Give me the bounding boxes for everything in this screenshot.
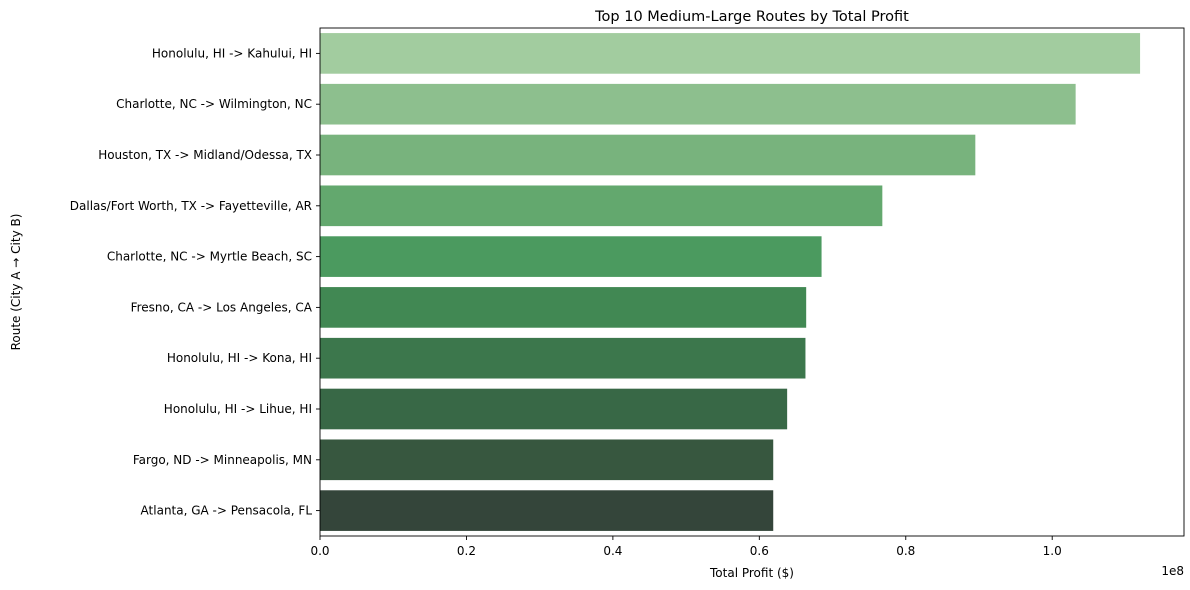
y-tick-label-7: Honolulu, HI -> Kona, HI (167, 351, 312, 365)
x-tick-label-2: 0.2 (457, 544, 476, 558)
bar-7 (320, 337, 806, 379)
bar-2 (320, 83, 1076, 125)
x-tick-label-5: 0.8 (896, 544, 915, 558)
x-tick-label-1: 0.0 (310, 544, 329, 558)
x-axis-label: Total Profit ($) (709, 566, 794, 580)
bar-5 (320, 236, 822, 277)
bar-6 (320, 287, 807, 328)
bar-8 (320, 388, 788, 430)
bar-9 (320, 439, 774, 481)
y-tick-label-4: Dallas/Fort Worth, TX -> Fayetteville, A… (70, 199, 312, 213)
y-tick-label-6: Fresno, CA -> Los Angeles, CA (131, 300, 313, 314)
y-tick-label-10: Atlanta, GA -> Pensacola, FL (141, 504, 313, 518)
bar-1 (320, 33, 1141, 74)
y-tick-label-5: Charlotte, NC -> Myrtle Beach, SC (107, 250, 312, 264)
x-tick-label-4: 0.6 (750, 544, 769, 558)
y-tick-label-2: Charlotte, NC -> Wilmington, NC (116, 97, 312, 111)
bar-3 (320, 134, 976, 176)
y-tick-label-3: Houston, TX -> Midland/Odessa, TX (98, 148, 312, 162)
bar-4 (320, 185, 883, 227)
chart-title: Top 10 Medium-Large Routes by Total Prof… (594, 9, 909, 25)
x-axis: 0.0 0.2 0.4 0.6 0.8 1.0 (310, 536, 1062, 558)
x-axis-offset-label: 1e8 (1161, 564, 1184, 578)
y-axis-label: Route (City A → City B) (9, 214, 23, 351)
bars-layer (320, 33, 1141, 531)
plot-frame (319, 27, 1185, 537)
x-tick-label-6: 1.0 (1043, 544, 1062, 558)
y-tick-label-9: Fargo, ND -> Minneapolis, MN (133, 453, 312, 467)
y-axis: Honolulu, HI -> Kahului, HI Charlotte, NC… (70, 46, 320, 518)
y-tick-label-8: Honolulu, HI -> Lihue, HI (164, 402, 312, 416)
y-tick-label-1: Honolulu, HI -> Kahului, HI (152, 46, 312, 60)
bar-10 (320, 490, 774, 531)
x-tick-label-3: 0.4 (603, 544, 622, 558)
